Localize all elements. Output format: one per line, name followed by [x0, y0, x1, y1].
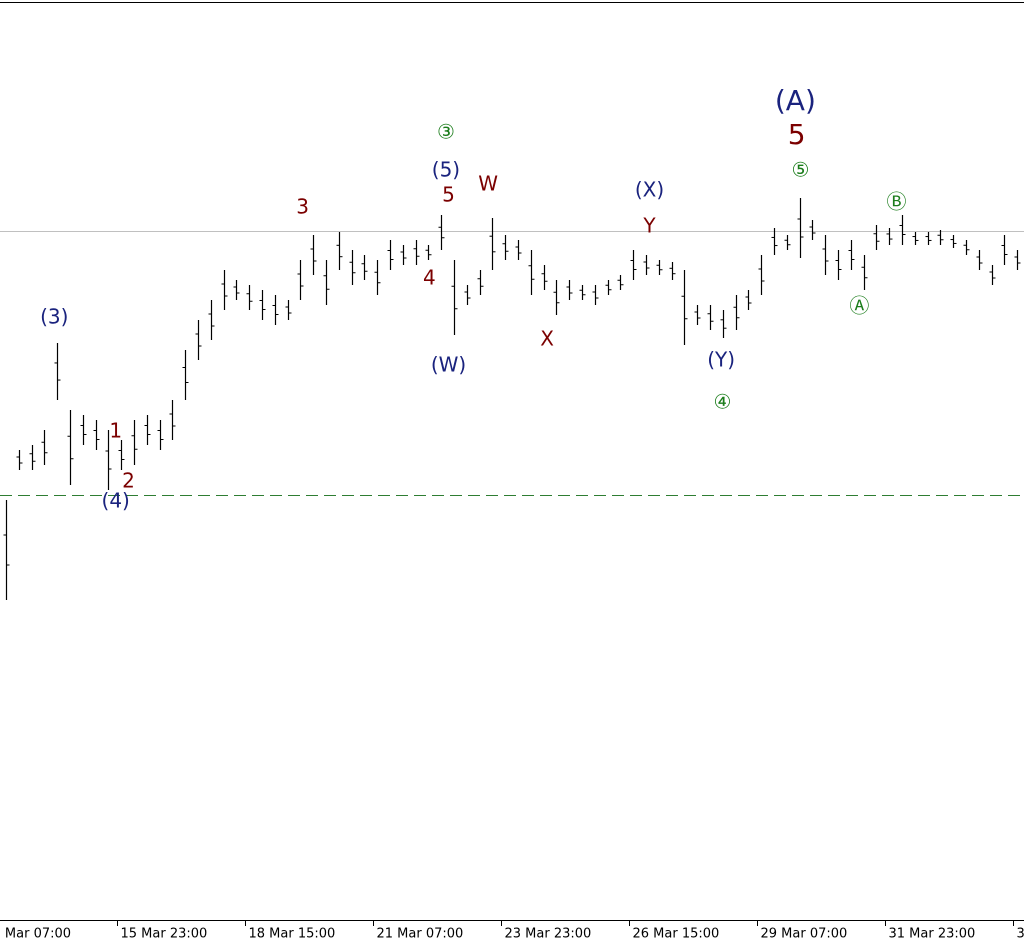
wave-label: 5: [442, 183, 455, 207]
wave-label: (A): [775, 84, 816, 117]
wave-label: ⑤: [792, 158, 810, 182]
wave-label: (W): [431, 353, 466, 377]
x-tick-label: 26 Mar 15:00: [633, 927, 720, 942]
wave-label: Ⓑ: [887, 190, 907, 214]
wave-label: (4): [102, 489, 130, 513]
wave-label: 1: [109, 419, 122, 443]
wave-label: W: [478, 172, 498, 196]
wave-label: (3): [40, 305, 68, 329]
wave-label: Y: [642, 214, 656, 238]
wave-label: Ⓐ: [849, 294, 869, 318]
x-tick-label: 29 Mar 07:00: [761, 927, 848, 942]
wave-label: (X): [635, 178, 664, 202]
wave-label: (5): [432, 158, 460, 182]
x-tick-label: 18 Mar 15:00: [249, 927, 336, 942]
wave-label: X: [540, 327, 554, 351]
wave-label: (Y): [707, 348, 735, 372]
wave-label: ④: [713, 390, 731, 414]
x-tick-label: 3: [1017, 927, 1024, 942]
x-tick-label: 31 Mar 23:00: [889, 927, 976, 942]
x-tick-label: 21 Mar 07:00: [377, 927, 464, 942]
wave-label: 2: [122, 469, 135, 493]
wave-label: 5: [788, 118, 806, 151]
wave-label: ③: [437, 120, 455, 144]
x-tick-label: 15 Mar 23:00: [121, 927, 208, 942]
x-tick-label: 8 Mar 07:00: [0, 927, 71, 942]
wave-label: 3: [296, 195, 309, 219]
x-tick-label: 23 Mar 23:00: [505, 927, 592, 942]
wave-label: 4: [423, 266, 436, 290]
